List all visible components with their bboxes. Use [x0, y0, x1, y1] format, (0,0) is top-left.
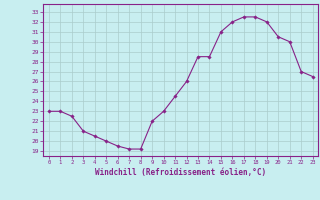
X-axis label: Windchill (Refroidissement éolien,°C): Windchill (Refroidissement éolien,°C) [95, 168, 266, 177]
